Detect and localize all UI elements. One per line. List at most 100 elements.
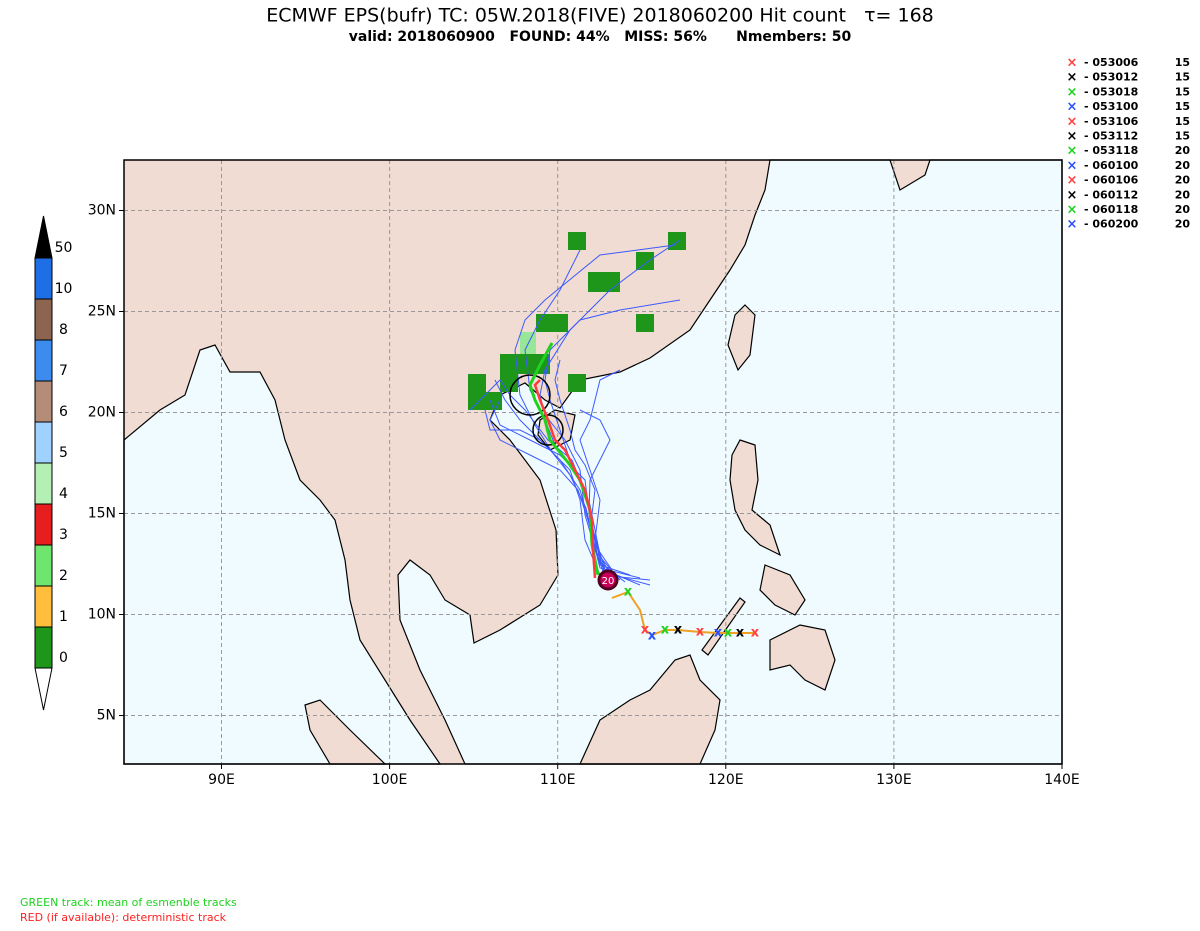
legend-name: - 053112 bbox=[1084, 130, 1138, 143]
marker: x bbox=[724, 626, 733, 641]
visayas bbox=[759, 564, 806, 616]
legend-marker: × bbox=[1067, 114, 1078, 129]
marker: x bbox=[714, 626, 723, 641]
lat-tick-label: 25N bbox=[88, 304, 116, 320]
footer-note: RED (if available): deterministic track bbox=[20, 911, 227, 924]
lat-tick-label: 5N bbox=[97, 708, 116, 724]
luzon bbox=[729, 439, 782, 557]
storm-symbol bbox=[597, 569, 619, 591]
footer-note: GREEN track: mean of esmenble tracks bbox=[20, 896, 237, 909]
legend-name: - 053118 bbox=[1084, 144, 1138, 157]
marker: x bbox=[641, 623, 650, 638]
hit-square bbox=[500, 354, 550, 374]
strike-circle bbox=[509, 374, 551, 416]
legend-count: 20 bbox=[1175, 144, 1191, 157]
colorbar-label: 7 bbox=[59, 363, 68, 379]
hit-square bbox=[500, 374, 518, 392]
ensemble-track bbox=[514, 244, 676, 579]
mindanao bbox=[769, 624, 836, 691]
legend-count: 15 bbox=[1175, 56, 1190, 69]
hit-square bbox=[636, 252, 654, 270]
lat-tick-label: 20N bbox=[88, 405, 116, 421]
marker: x bbox=[696, 625, 705, 640]
marker: x bbox=[661, 623, 670, 638]
legend-count: 20 bbox=[1175, 218, 1191, 231]
hit-square bbox=[536, 314, 568, 332]
colorbar-segment bbox=[34, 339, 53, 382]
legend-name: - 060106 bbox=[1084, 174, 1139, 187]
lon-tick-label: 130E bbox=[876, 772, 912, 788]
lon-tick-label: 120E bbox=[708, 772, 744, 788]
lat-tick-label: 30N bbox=[88, 203, 116, 219]
hit-square bbox=[636, 314, 654, 332]
marker: x bbox=[624, 585, 633, 600]
legend-marker: × bbox=[1067, 100, 1078, 115]
colorbar-segment bbox=[34, 626, 53, 669]
legend-name: - 060100 bbox=[1084, 159, 1139, 172]
colorbar-label: 8 bbox=[59, 322, 68, 338]
hit-square bbox=[668, 232, 686, 250]
marker: x bbox=[674, 623, 683, 638]
legend-marker: × bbox=[1067, 158, 1078, 173]
colorbar-label: 50 bbox=[55, 240, 73, 256]
legend-marker: × bbox=[1067, 173, 1078, 188]
subtitle: valid: 2018060900 FOUND: 44% MISS: 56% N… bbox=[349, 29, 852, 45]
legend-marker: × bbox=[1067, 188, 1078, 203]
map-frame bbox=[123, 159, 1063, 765]
colorbar-segment bbox=[34, 585, 53, 628]
legend-marker: × bbox=[1067, 70, 1078, 85]
legend-count: 15 bbox=[1175, 85, 1190, 98]
colorbar-label: 2 bbox=[59, 568, 68, 584]
hit-square bbox=[568, 232, 586, 250]
title: ECMWF EPS(bufr) TC: 05W.2018(FIVE) 20180… bbox=[266, 5, 934, 27]
colorbar-label: 10 bbox=[55, 281, 73, 297]
map: x x x x x x x x x x 20 bbox=[123, 159, 1063, 765]
marker: x bbox=[736, 626, 745, 641]
legend-name: - 060118 bbox=[1084, 203, 1138, 216]
storm-label: 20 bbox=[602, 576, 615, 587]
lon-tick-label: 90E bbox=[208, 772, 235, 788]
legend-name: - 053106 bbox=[1084, 115, 1139, 128]
legend-count: 15 bbox=[1175, 115, 1190, 128]
colorbar-segment bbox=[34, 380, 53, 423]
lon-tick-label: 110E bbox=[540, 772, 576, 788]
colorbar-segment bbox=[34, 544, 53, 587]
hit-square bbox=[568, 374, 586, 392]
colorbar-segment bbox=[34, 462, 53, 505]
observed-track bbox=[611, 590, 755, 637]
legend-count: 15 bbox=[1175, 100, 1190, 113]
legend-count: 15 bbox=[1175, 71, 1190, 84]
lon-tick-label: 140E bbox=[1044, 772, 1080, 788]
colorbar-label: 5 bbox=[59, 445, 68, 461]
lat-tick-label: 10N bbox=[88, 607, 116, 623]
legend-count: 20 bbox=[1175, 174, 1191, 187]
hit-square bbox=[588, 272, 620, 292]
borneo bbox=[579, 654, 721, 765]
bay-of-bengal bbox=[123, 344, 442, 765]
mean-track bbox=[528, 342, 600, 576]
legend-count: 20 bbox=[1175, 159, 1191, 172]
ensemble-track bbox=[554, 359, 651, 586]
ensemble-track bbox=[579, 369, 621, 576]
observed-markers: x x x x x x x x x x bbox=[624, 585, 760, 644]
legend: × - 053006 15 × - 053012 15 × - 053018 15 × - 0531… bbox=[1067, 56, 1191, 233]
ensemble-track bbox=[579, 409, 626, 583]
legend-marker: × bbox=[1067, 129, 1078, 144]
colorbar-under bbox=[34, 667, 53, 711]
legend-marker: × bbox=[1067, 217, 1078, 232]
colorbar: 0 1 2 3 4 5 6 7 8 10 50 bbox=[34, 215, 73, 711]
lat-tick-label: 15N bbox=[88, 506, 116, 522]
colorbar-segment bbox=[34, 257, 53, 300]
legend-name: - 053100 bbox=[1084, 100, 1139, 113]
marker: x bbox=[648, 629, 657, 644]
legend-marker: × bbox=[1067, 144, 1078, 159]
colorbar-segment bbox=[34, 421, 53, 464]
legend-name: - 053018 bbox=[1084, 85, 1138, 98]
colorbar-label: 4 bbox=[59, 486, 68, 502]
legend-marker: × bbox=[1067, 203, 1078, 218]
colorbar-segment bbox=[34, 503, 53, 546]
legend-name: - 060112 bbox=[1084, 188, 1138, 201]
colorbar-label: 0 bbox=[59, 650, 68, 666]
legend-marker: × bbox=[1067, 85, 1078, 100]
